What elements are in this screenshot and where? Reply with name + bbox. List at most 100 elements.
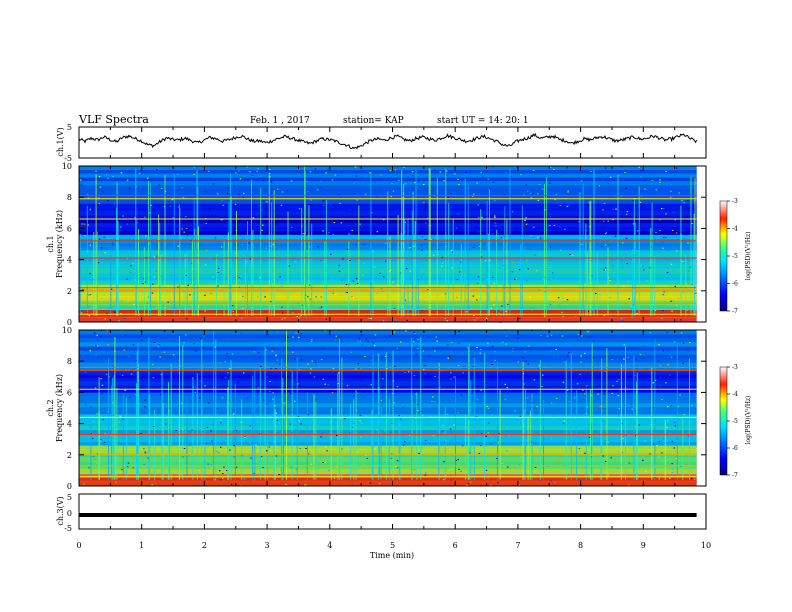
spectrogram-cell: [490, 243, 493, 245]
spectrogram-cell: [658, 377, 660, 379]
spectrogram-cell: [533, 226, 535, 228]
x-tick-label: 5: [390, 541, 395, 550]
spectrogram-cell: [415, 353, 417, 355]
spectrogram-cell: [107, 177, 109, 179]
spectrogram-cell: [503, 194, 506, 196]
spectrogram-cell: [456, 296, 458, 298]
spectrogram-cell: [586, 330, 588, 332]
spectrogram-cell: [235, 461, 237, 463]
spectrogram-cell: [666, 272, 669, 274]
spectrogram-cell: [433, 469, 436, 471]
spectrogram-cell: [391, 183, 393, 184]
spectrogram-cell: [105, 373, 108, 375]
spectrogram-cell: [640, 367, 643, 369]
spectrogram-cell: [549, 166, 552, 168]
spectrogram-cell: [449, 355, 451, 357]
spectrogram-cell: [226, 222, 228, 223]
spectrogram-cell: [133, 397, 135, 399]
spectrogram-cell: [393, 406, 395, 408]
spectrogram-cell: [538, 479, 541, 481]
ch2-colorbar-gradient: [719, 366, 728, 476]
spectrogram-cell: [590, 171, 592, 173]
spectrogram-cell: [686, 309, 689, 311]
spectrogram-cell: [615, 208, 617, 210]
spectrogram-cell: [403, 167, 405, 168]
spectrogram-cell: [607, 441, 610, 443]
spectrogram-cell: [224, 361, 226, 363]
spectrogram-cell: [283, 402, 286, 404]
spectrogram-cell: [144, 216, 146, 218]
spectrogram-cell: [217, 452, 220, 454]
spectrogram-cell: [249, 442, 252, 444]
spectrogram-cell: [522, 357, 524, 359]
spectrogram-cell: [204, 264, 207, 266]
spectrogram-cell: [434, 376, 436, 378]
spectrogram-cell: [511, 271, 514, 273]
spectrogram-cell: [650, 246, 652, 248]
spectrogram-cell: [549, 304, 552, 306]
spectrogram-cell: [604, 244, 607, 246]
spectrogram-band: [79, 473, 697, 478]
spectrogram-cell: [395, 466, 397, 467]
spectrogram-cell: [562, 297, 564, 299]
spectrogram-cell: [152, 377, 155, 379]
spectrogram-band: [79, 465, 697, 470]
ch1-waveform-ticks: [78, 127, 707, 158]
spectrogram-cell: [220, 246, 223, 248]
spectrogram-cell: [240, 332, 243, 334]
spectrogram-cell: [169, 205, 171, 207]
spectrogram-cell: [476, 182, 478, 184]
spectrogram-cell: [334, 174, 337, 176]
spectrogram-cell: [601, 179, 604, 181]
spectrogram-cell: [592, 336, 594, 338]
spectrogram-cell: [612, 385, 614, 387]
spectrogram-cell: [148, 212, 151, 214]
spectrogram-cell: [653, 424, 655, 426]
spectrogram-cell: [356, 451, 358, 453]
spectrogram-cell: [554, 199, 556, 201]
spectrogram-cell: [500, 237, 503, 239]
spectrogram-cell: [390, 196, 392, 198]
spectrogram-cell: [449, 428, 452, 430]
spectrogram-cell: [458, 468, 460, 470]
spectrogram-cell: [295, 446, 297, 448]
spectrogram-cell: [662, 208, 665, 210]
spectrogram-cell: [637, 206, 640, 208]
spectrogram-cell: [687, 270, 690, 272]
spectrogram-cell: [670, 404, 672, 406]
spectrogram-cell: [505, 171, 507, 173]
spectrogram-cell: [163, 304, 165, 306]
spectrogram-cell: [341, 279, 343, 281]
spectrogram-cell: [435, 336, 437, 338]
spectrogram-cell: [181, 237, 183, 238]
spectrogram-cell: [87, 305, 90, 307]
spectrogram-cell: [607, 474, 610, 476]
spectrogram-band: [79, 366, 697, 371]
spectrogram-cell: [632, 304, 634, 306]
spectrogram-cell: [643, 346, 646, 348]
spectrogram-cell: [307, 296, 309, 298]
spectrogram-cell: [292, 351, 294, 353]
spectrogram-cell: [525, 360, 527, 362]
spectrogram-cell: [494, 222, 497, 224]
spectrogram-cell: [180, 402, 183, 404]
spectrogram-cell: [656, 445, 658, 447]
spectrogram-cell: [598, 185, 601, 187]
spectrogram-cell: [480, 171, 482, 173]
spectrogram-cell: [199, 397, 201, 399]
spectrogram-cell: [311, 338, 313, 340]
spectrogram-cell: [307, 414, 309, 416]
spectrogram-cell: [540, 427, 542, 429]
spectrogram-cell: [216, 193, 219, 195]
spectrogram-cell: [567, 191, 569, 193]
x-tick-label: 6: [453, 541, 458, 550]
spectrogram-cell: [207, 463, 209, 465]
x-tick-label: 10: [701, 541, 711, 550]
spectrogram-cell: [611, 170, 613, 172]
spectrogram-cell: [478, 194, 481, 195]
spectrogram-cell: [162, 314, 165, 316]
spectrogram-cell: [635, 291, 638, 293]
spectrogram-cell: [319, 260, 322, 262]
spectrogram-cell: [535, 398, 538, 400]
